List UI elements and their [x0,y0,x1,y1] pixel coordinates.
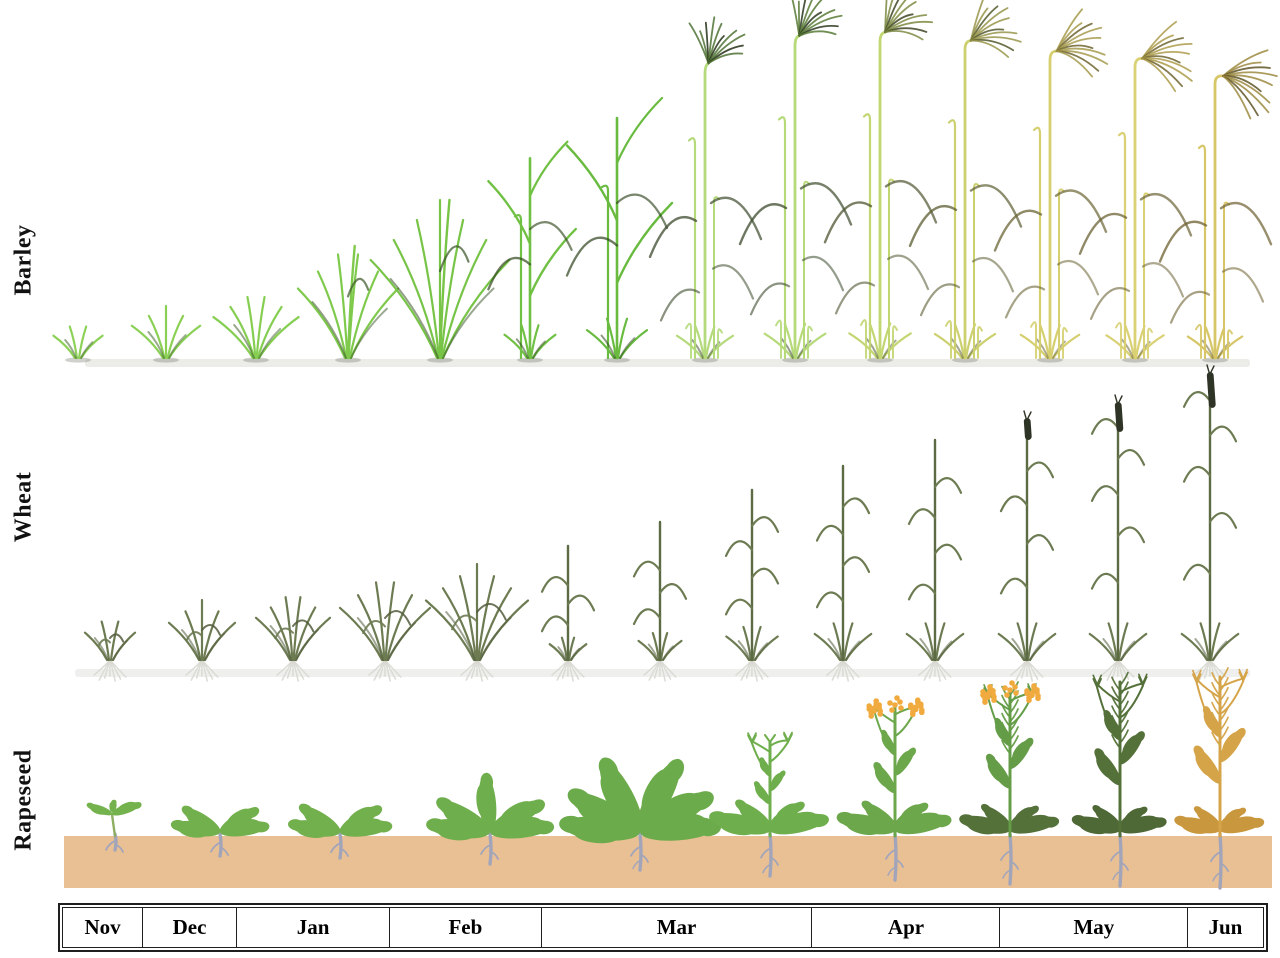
wheat-plant-two-leaf [167,598,237,682]
rapeseed-plant-full-flowering [959,680,1060,886]
wheat-plant-ripening [1180,364,1240,682]
rapeseed-row [86,667,1265,890]
rapeseed-plant-pod-development [1071,671,1167,888]
barley-plant-grain-fill [908,0,1023,363]
rapeseed-plant-rosette [170,805,270,858]
wheat-plant-jointing [632,520,688,682]
barley-plant-emergence [52,325,104,363]
wheat-plant-booting [905,438,965,682]
barley-plant-late-tillering [369,198,511,363]
month-cell-dec: Dec [141,907,238,948]
barley-plant-fully-ripe [1158,49,1278,363]
rapeseed-plant-stem-elongation [709,731,829,878]
barley-plant-tillering [296,244,400,363]
barley-plant-ripening [1078,20,1193,363]
wheat-plant-booting [813,464,873,682]
wheat-plant-stem-extension [540,544,596,682]
month-cell-nov: Nov [62,907,144,948]
month-cell-may: May [999,907,1189,948]
barley-plant-three-leaf [212,295,300,363]
rapeseed-plant-cotyledon [86,799,142,853]
wheat-plant-heading [997,410,1057,682]
month-cell-apr: Apr [811,907,1001,948]
barley-plant-seedling [130,304,202,363]
wheat-plant-jointing [724,488,780,682]
rapeseed-plant-large-rosette [559,757,722,872]
rapeseed-plant-rosette [426,772,555,866]
barley-plant-flag-leaf [565,96,674,363]
wheat-plant-flowering [1088,394,1148,682]
wheat-plant-tillering [338,581,432,682]
rapeseed-plant-early-flowering [836,695,952,882]
rapeseed-plant-ripening [1174,667,1265,890]
row-label-barley: Barley [10,224,37,296]
rapeseed-plant-rosette [288,803,393,860]
barley-plant-stem-elongation [487,140,577,363]
month-cell-feb: Feb [388,907,543,948]
row-label-rapeseed: Rapeseed [10,749,37,851]
wheat-plant-emergence [83,620,137,682]
wheat-plant-tillering [254,596,332,682]
barley-row [52,0,1278,363]
row-label-wheat: Wheat [10,471,37,543]
month-bar: Nov Dec Jan Feb Mar Apr May Jun [58,903,1268,952]
barley-plant-heading [648,16,763,363]
wheat-row [83,364,1240,682]
month-cell-jan: Jan [235,907,391,948]
barley-plant-flowering [738,0,853,363]
month-cell-mar: Mar [540,907,813,948]
barley-plant-early-grain-fill [823,0,938,363]
month-cell-jun: Jun [1186,907,1264,948]
wheat-plant-late-tillering [424,562,530,682]
barley-plant-dough [993,8,1109,363]
